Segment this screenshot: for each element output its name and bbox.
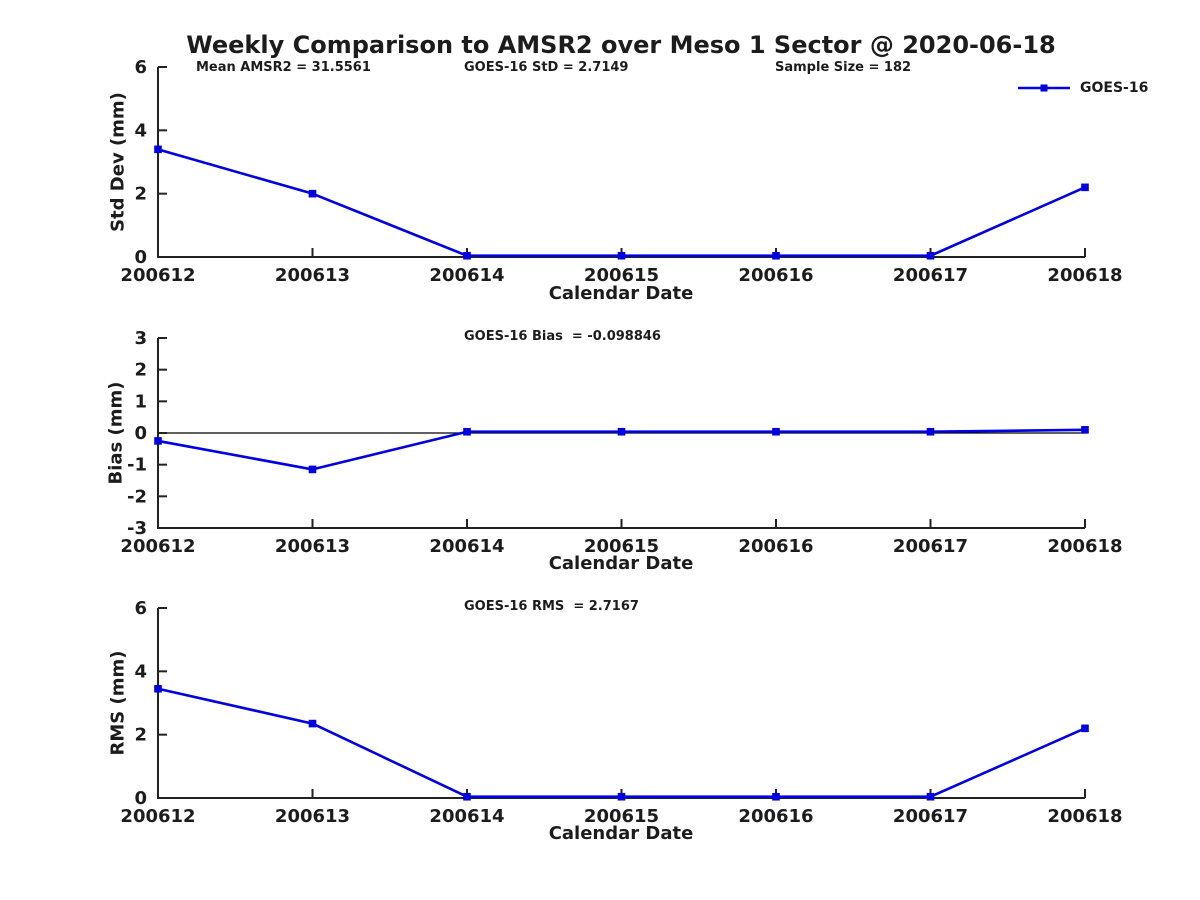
data-point-marker — [926, 792, 935, 801]
x-tick-label: 200617 — [893, 265, 968, 286]
x-tick-label: 200616 — [738, 265, 813, 286]
data-point-marker — [1081, 426, 1089, 434]
data-point-marker — [1081, 183, 1089, 192]
annotation-mean-amsr2: Mean AMSR2 = 31.5561 — [196, 60, 371, 75]
x-tick-label: 200616 — [738, 806, 813, 827]
annotation-goes16-bias: GOES-16 Bias = -0.098846 — [464, 329, 661, 344]
x-tick-label: 200618 — [1047, 265, 1122, 286]
data-point-marker — [772, 792, 780, 801]
x-axis-label-rms: Calendar Date — [548, 823, 694, 844]
x-tick-label: 200616 — [738, 536, 813, 557]
series-line-goes-16 — [157, 687, 1086, 799]
data-point-marker — [926, 251, 935, 260]
y-tick-label: 0 — [134, 423, 147, 444]
y-tick-label: 1 — [134, 391, 147, 412]
panel-std-dev: 0 2 4 6 200612 200613 200614 200615 200616 200617… — [120, 57, 1122, 286]
y-tick-label: 2 — [134, 184, 147, 205]
annotation-goes16-rms: GOES-16 RMS = 2.7167 — [464, 599, 639, 614]
x-tick-label: 200613 — [275, 806, 350, 827]
x-tick-label: 200615 — [584, 536, 659, 557]
legend: GOES-16 — [1016, 80, 1148, 96]
x-tick-label: 200618 — [1047, 806, 1122, 827]
y-tick-label: -3 — [127, 518, 147, 539]
y-tick-label: -2 — [127, 486, 147, 507]
y-tick-label: 3 — [134, 328, 147, 349]
y-tick-label: 6 — [134, 57, 147, 78]
y-tick-label: 6 — [134, 598, 147, 619]
axis-border — [157, 608, 1085, 799]
x-tick-label: 200613 — [275, 265, 350, 286]
data-point-marker — [772, 427, 780, 436]
x-tick-label: 200617 — [893, 536, 968, 557]
x-axis-label-std-dev: Calendar Date — [548, 283, 694, 304]
data-point-marker — [772, 251, 780, 260]
data-point-marker — [926, 427, 935, 436]
data-point-marker — [463, 792, 471, 801]
chart-title: Weekly Comparison to AMSR2 over Meso 1 S… — [186, 31, 1056, 59]
x-tick-label: 200612 — [120, 265, 195, 286]
x-tick-label: 200614 — [429, 536, 504, 557]
y-tick-label: 4 — [134, 120, 147, 141]
data-point-marker — [617, 427, 626, 436]
x-tick-label: 200612 — [120, 806, 195, 827]
data-point-marker — [154, 437, 162, 445]
data-point-marker — [154, 145, 162, 154]
data-point-marker — [617, 251, 626, 260]
panel-rms: 0 2 4 6 200612 200613 200614 200615 200616 200617… — [120, 598, 1122, 827]
x-tick-label: 200618 — [1047, 536, 1122, 557]
data-point-marker — [308, 719, 317, 728]
y-tick-label: 2 — [134, 725, 147, 746]
x-tick-label: 200615 — [584, 265, 659, 286]
data-point-marker — [308, 465, 317, 474]
x-tick-label: 200617 — [893, 806, 968, 827]
x-tick-label: 200615 — [584, 806, 659, 827]
y-tick-label: -1 — [127, 455, 147, 476]
x-tick-label: 200614 — [429, 265, 504, 286]
y-tick-label: 0 — [134, 247, 147, 268]
series-line-goes-16 — [157, 428, 1086, 471]
data-point-marker — [1081, 724, 1089, 733]
series-line-goes-16 — [157, 148, 1086, 258]
panel-bias: -3 -2 -1 0 1 2 3 200612 200613 200614 200615 200616… — [120, 328, 1122, 557]
y-tick-label: 4 — [134, 661, 147, 682]
legend-label: GOES-16 — [1080, 80, 1149, 96]
x-tick-label: 200613 — [275, 536, 350, 557]
data-point-marker — [617, 792, 626, 801]
data-point-marker — [154, 684, 162, 693]
axis-border — [157, 67, 1085, 258]
annotation-goes16-std: GOES-16 StD = 2.7149 — [464, 60, 629, 75]
legend-swatch-icon — [1018, 84, 1070, 92]
data-point-marker — [463, 251, 471, 260]
annotation-sample-size: Sample Size = 182 — [775, 60, 912, 75]
x-tick-label: 200612 — [120, 536, 195, 557]
data-point-marker — [463, 427, 471, 436]
x-axis-label-bias: Calendar Date — [548, 553, 694, 574]
x-tick-label: 200614 — [429, 806, 504, 827]
data-point-marker — [308, 189, 317, 198]
y-tick-label: 0 — [134, 788, 147, 809]
y-tick-label: 2 — [134, 360, 147, 381]
